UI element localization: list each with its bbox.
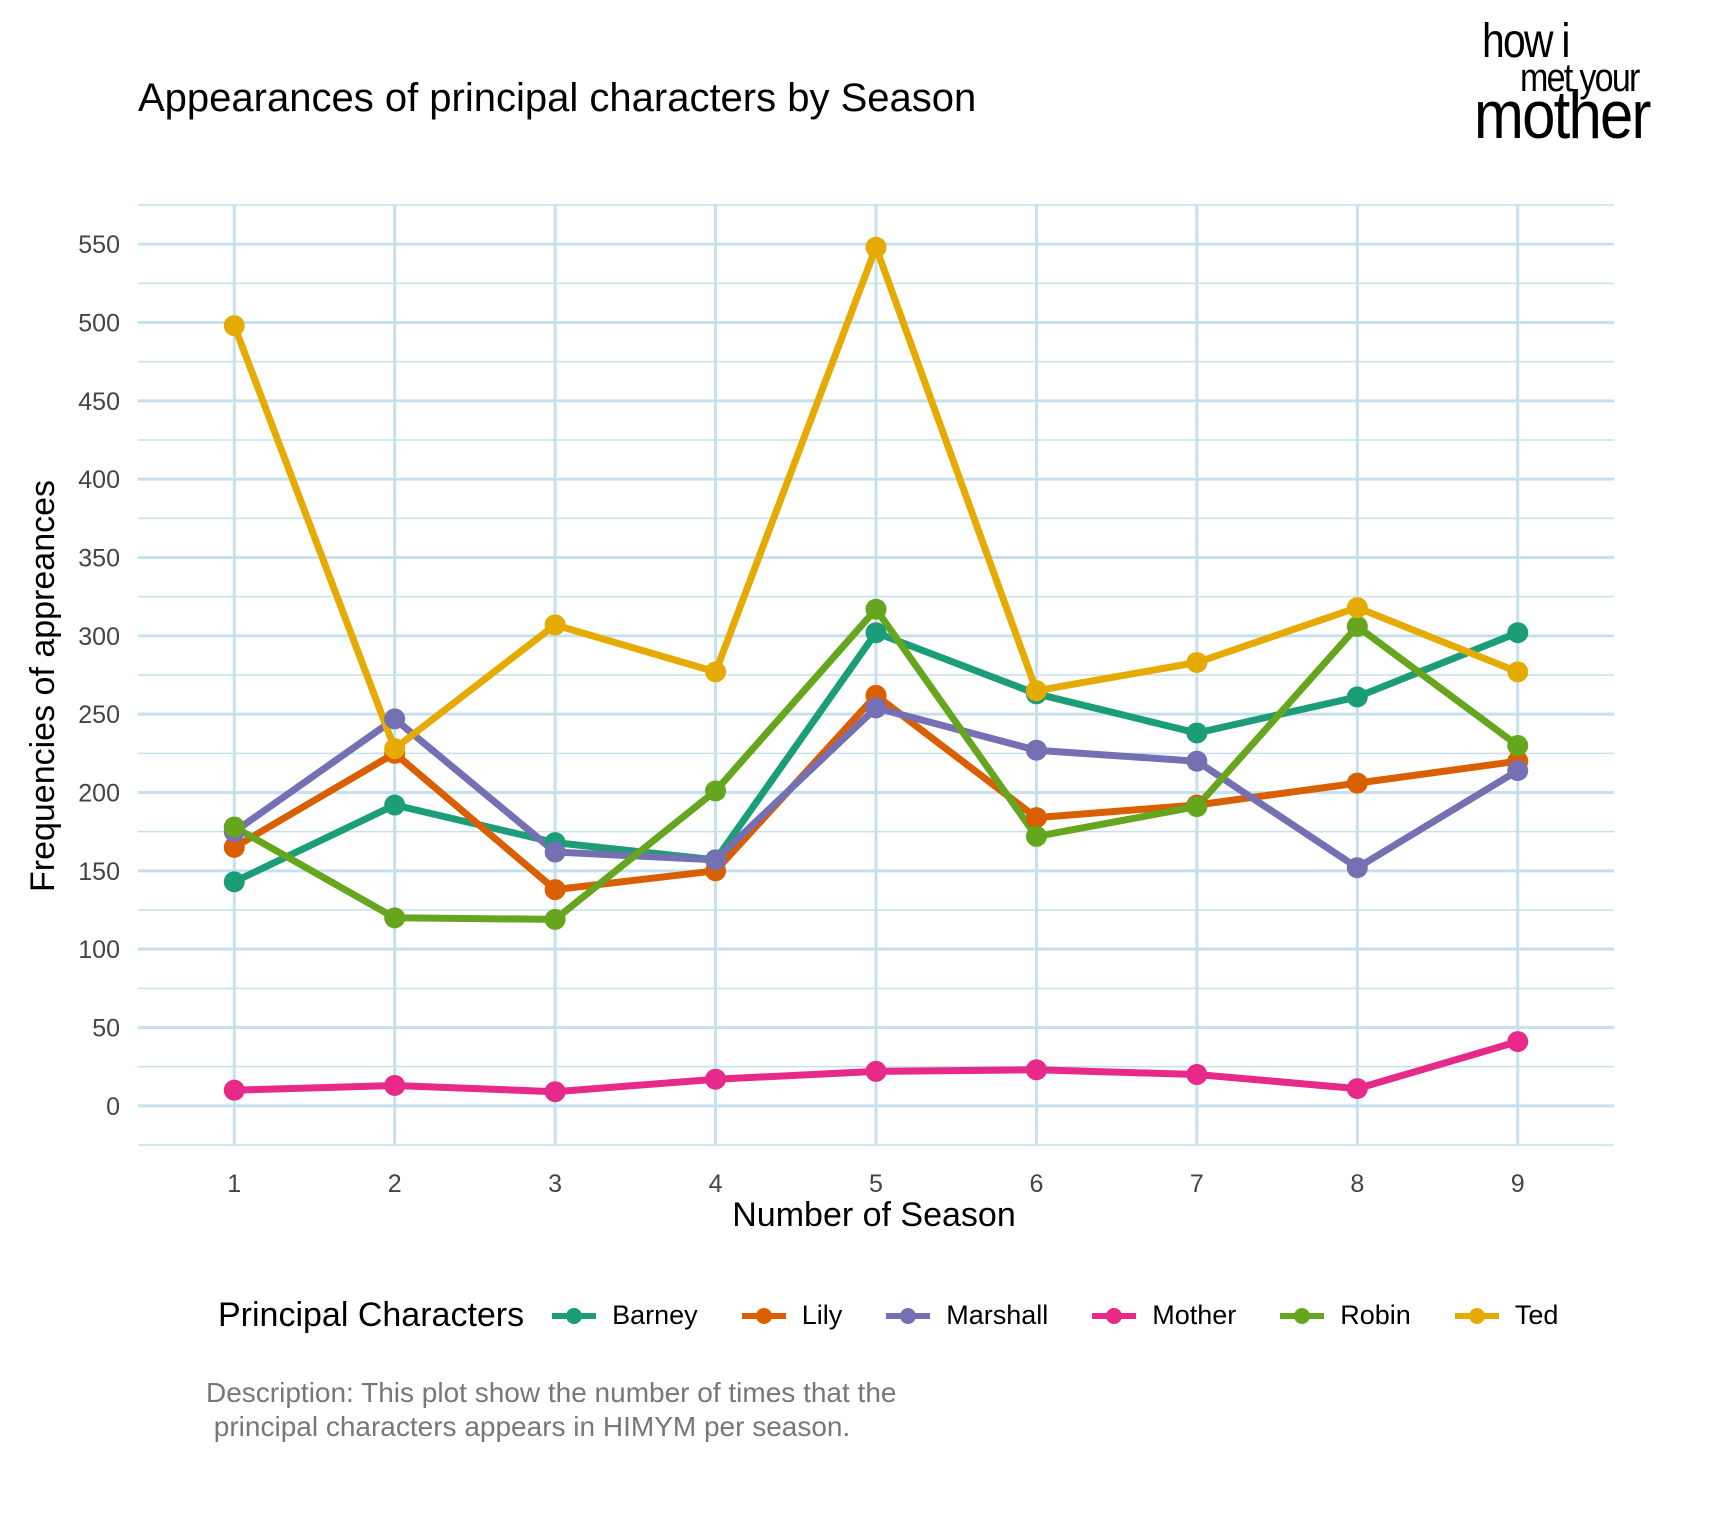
data-point-barney: [384, 794, 406, 816]
legend-key: [1274, 1301, 1330, 1331]
data-point-robin: [544, 908, 566, 930]
data-point-marshall: [865, 697, 887, 719]
x-tick-label: 6: [1029, 1170, 1043, 1198]
data-point-robin: [223, 816, 245, 838]
series-points: [223, 236, 1529, 1103]
data-point-marshall: [1507, 760, 1529, 782]
data-point-mother: [1025, 1059, 1047, 1081]
data-point-mother: [865, 1060, 887, 1082]
data-point-ted: [1507, 661, 1529, 683]
data-point-ted: [1025, 680, 1047, 702]
data-point-mother: [705, 1068, 727, 1090]
x-tick-label: 2: [388, 1170, 402, 1198]
y-tick-label: 200: [78, 780, 120, 808]
legend-item-lily: Lily: [736, 1300, 865, 1331]
data-point-mother: [1346, 1078, 1368, 1100]
legend-label: Robin: [1340, 1300, 1411, 1330]
y-tick-label: 100: [78, 936, 120, 964]
chart-title: Appearances of principal characters by S…: [138, 76, 977, 120]
y-tick-label: 550: [78, 231, 120, 259]
y-tick-label: 300: [78, 623, 120, 651]
data-point-barney: [1346, 686, 1368, 708]
y-tick-label: 50: [92, 1015, 120, 1043]
legend-title: Principal Characters: [218, 1296, 525, 1334]
legend-key: [736, 1301, 792, 1331]
data-point-robin: [865, 598, 887, 620]
data-point-ted: [384, 738, 406, 760]
data-point-robin: [1507, 735, 1529, 756]
y-tick-label: 250: [78, 701, 120, 729]
data-point-lily: [223, 836, 245, 858]
plot-description: Description: This plot show the number o…: [206, 1377, 897, 1442]
data-point-ted: [705, 661, 727, 683]
legend-label: Mother: [1152, 1300, 1237, 1330]
legend-label: Lily: [801, 1300, 843, 1330]
data-point-barney: [1507, 622, 1529, 644]
x-tick-label: 5: [869, 1170, 883, 1198]
legend-item-barney: Barney: [546, 1300, 720, 1331]
y-tick-label: 350: [78, 545, 120, 573]
data-point-marshall: [544, 841, 566, 863]
logo-line-1: how i: [1482, 15, 1570, 68]
data-point-barney: [223, 871, 245, 893]
data-point-robin: [705, 780, 727, 802]
data-point-ted: [544, 614, 566, 636]
legend-key: [546, 1301, 602, 1331]
y-tick-label: 500: [78, 310, 120, 338]
data-point-robin: [384, 907, 406, 929]
y-tick-label: 150: [78, 858, 120, 886]
data-point-ted: [223, 315, 245, 337]
data-point-barney: [865, 622, 887, 644]
data-point-robin: [1346, 615, 1368, 637]
data-point-mother: [1186, 1064, 1208, 1085]
data-point-marshall: [384, 708, 406, 730]
x-axis-label: Number of Season: [732, 1196, 1016, 1234]
data-point-robin: [1186, 796, 1208, 818]
data-point-marshall: [705, 849, 727, 871]
data-point-ted: [865, 236, 887, 258]
x-tick-label: 8: [1350, 1170, 1364, 1198]
x-tick-label: 9: [1511, 1170, 1525, 1198]
y-axis-label: Frequencies of appreances: [24, 480, 62, 892]
x-tick-label: 4: [709, 1170, 723, 1198]
data-point-lily: [1025, 807, 1047, 829]
data-point-mother: [544, 1081, 566, 1103]
grid: [138, 204, 1614, 1146]
legend-key: [880, 1301, 936, 1331]
data-point-mother: [1507, 1031, 1529, 1053]
legend: Principal Characters Barney Lily Marshall M…: [218, 1296, 1596, 1335]
logo-line-2: met your: [1520, 56, 1640, 100]
x-tick-label: 3: [548, 1170, 562, 1198]
data-point-ted: [1186, 651, 1208, 673]
legend-item-marshall: Marshall: [880, 1300, 1070, 1331]
legend-label: Ted: [1514, 1300, 1559, 1330]
x-tick-label: 7: [1190, 1170, 1204, 1198]
legend-label: Barney: [612, 1300, 698, 1330]
data-point-barney: [1186, 722, 1208, 744]
legend-key: [1449, 1301, 1505, 1331]
y-tick-label: 450: [78, 388, 120, 416]
data-point-mother: [384, 1074, 406, 1096]
legend-item-mother: Mother: [1086, 1300, 1258, 1331]
x-axis-ticks: 1 2 3 4 5 6 7 8 9: [227, 1170, 1524, 1198]
y-axis-ticks: 0 50 100 150 200 250 300 350 400 450 500 550: [78, 231, 120, 1121]
legend-item-ted: Ted: [1449, 1300, 1581, 1331]
data-point-ted: [1346, 597, 1368, 619]
data-point-lily: [1346, 772, 1368, 794]
legend-key: [1086, 1301, 1142, 1331]
data-point-lily: [544, 879, 566, 901]
legend-label: Marshall: [946, 1300, 1049, 1330]
x-tick-label: 1: [227, 1170, 241, 1198]
data-point-mother: [223, 1079, 245, 1101]
y-tick-label: 400: [78, 466, 120, 494]
logo-line-3: mother: [1474, 77, 1651, 153]
y-tick-label: 0: [106, 1093, 120, 1121]
data-point-robin: [1025, 825, 1047, 847]
data-point-marshall: [1025, 739, 1047, 761]
data-point-marshall: [1186, 750, 1208, 772]
data-point-marshall: [1346, 857, 1368, 879]
show-logo: how i met your mother: [1460, 14, 1680, 153]
legend-item-robin: Robin: [1274, 1300, 1433, 1331]
